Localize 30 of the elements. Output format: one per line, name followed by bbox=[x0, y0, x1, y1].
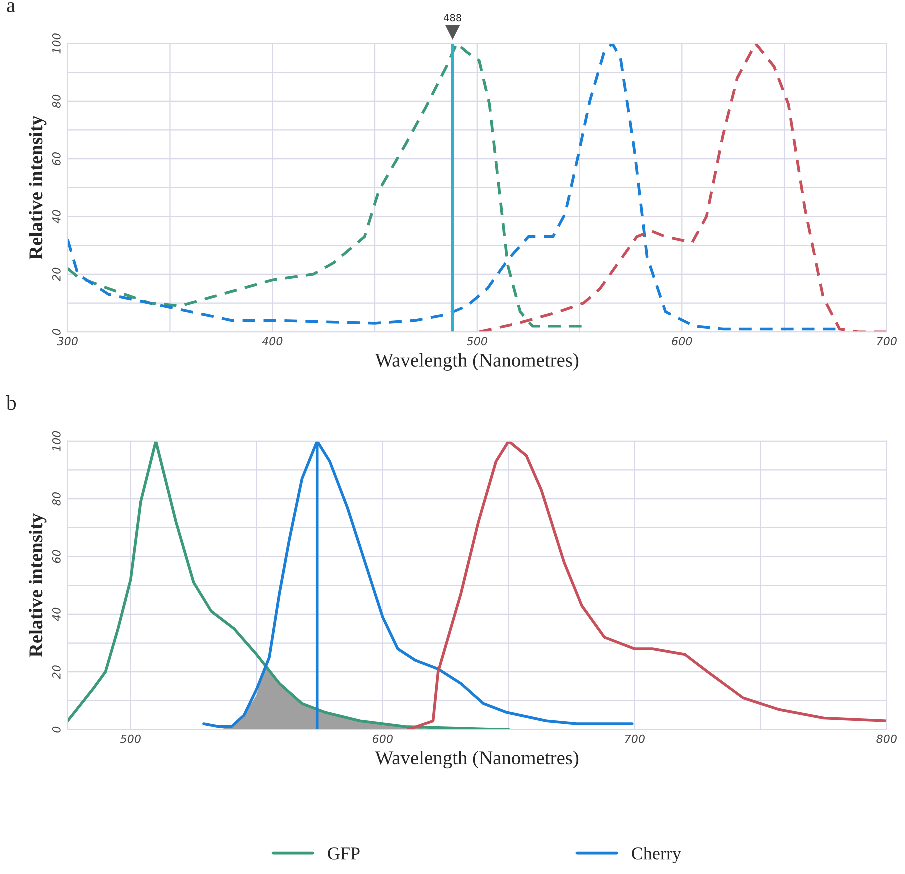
y-tick-label: 20 bbox=[52, 666, 61, 680]
x-tick-label: 400 bbox=[262, 337, 283, 346]
x-tick-label: 600 bbox=[372, 734, 393, 744]
chart-title: a bbox=[7, 2, 16, 12]
legend-label: Cherry bbox=[632, 847, 682, 864]
y-tick-label: 60 bbox=[52, 550, 61, 564]
x-tick-label: 800 bbox=[876, 734, 897, 744]
legend-label: GFP bbox=[328, 848, 360, 860]
y-tick-label: 100 bbox=[52, 431, 61, 452]
ref-line-label: 488 bbox=[444, 14, 462, 22]
y-tick-label: 0 bbox=[52, 329, 61, 336]
chart-title: b bbox=[6, 396, 16, 410]
y-tick-label: 20 bbox=[52, 268, 61, 282]
x-axis-title: Wavelength (Nanometres) bbox=[375, 750, 579, 769]
y-tick-label: 80 bbox=[52, 94, 61, 108]
y-tick-label: 40 bbox=[52, 608, 61, 622]
y-tick-label: 60 bbox=[52, 152, 61, 166]
x-tick-label: 500 bbox=[467, 337, 488, 346]
x-tick-label: 700 bbox=[877, 337, 897, 346]
y-axis-title: Relative intensity bbox=[29, 116, 47, 260]
x-axis-title: Wavelength (Nanometres) bbox=[375, 353, 579, 371]
x-tick-label: 300 bbox=[57, 337, 78, 346]
x-tick-label: 500 bbox=[120, 734, 141, 744]
y-tick-label: 80 bbox=[52, 492, 61, 506]
y-tick-label: 0 bbox=[52, 726, 61, 733]
y-axis-title: Relative intensity bbox=[29, 514, 47, 658]
x-tick-label: 600 bbox=[672, 337, 692, 346]
y-tick-label: 100 bbox=[52, 34, 61, 54]
x-tick-label: 700 bbox=[625, 734, 645, 744]
y-tick-label: 40 bbox=[52, 210, 61, 224]
